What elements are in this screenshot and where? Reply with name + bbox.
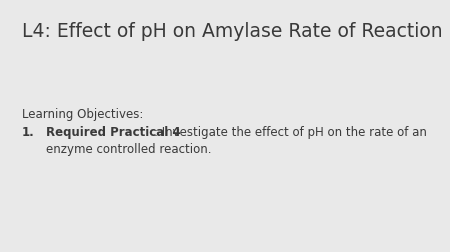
Text: enzyme controlled reaction.: enzyme controlled reaction. (46, 142, 212, 155)
Text: Required Practical 4: Required Practical 4 (46, 125, 180, 138)
Text: Learning Objectives:: Learning Objectives: (22, 108, 144, 120)
Text: L4: Effect of pH on Amylase Rate of Reaction: L4: Effect of pH on Amylase Rate of Reac… (22, 22, 443, 41)
Text: 1.: 1. (22, 125, 35, 138)
Text: : Investigate the effect of pH on the rate of an: : Investigate the effect of pH on the ra… (154, 125, 427, 138)
